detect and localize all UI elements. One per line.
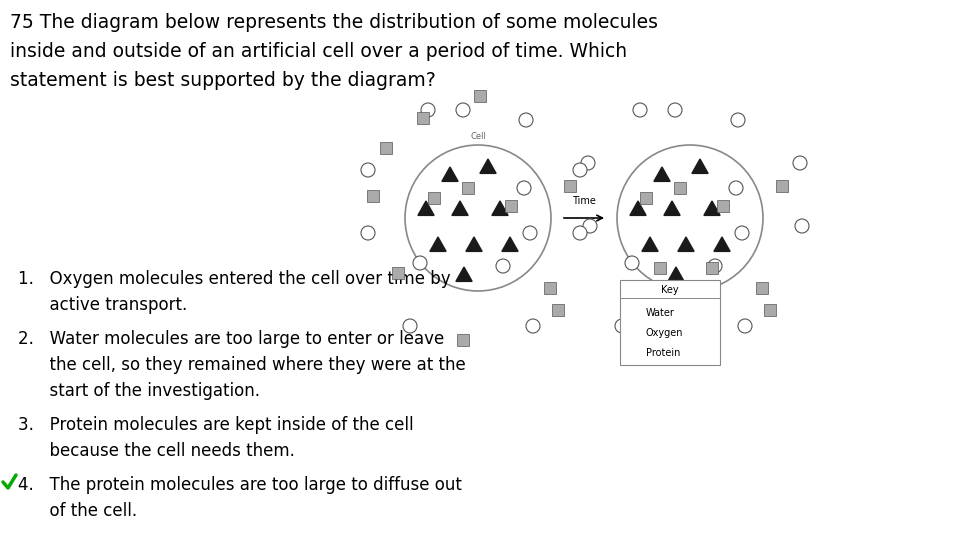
Text: 1.   Oxygen molecules entered the cell over time by: 1. Oxygen molecules entered the cell ove… bbox=[18, 270, 450, 288]
Circle shape bbox=[583, 219, 597, 233]
Bar bbox=[392, 267, 404, 279]
Bar bbox=[474, 90, 486, 102]
Text: Cell: Cell bbox=[470, 132, 486, 141]
Circle shape bbox=[581, 156, 595, 170]
Text: 3.   Protein molecules are kept inside of the cell: 3. Protein molecules are kept inside of … bbox=[18, 416, 414, 434]
Text: of the cell.: of the cell. bbox=[18, 502, 137, 520]
Text: After: After bbox=[679, 316, 702, 326]
Text: 2.   Water molecules are too large to enter or leave: 2. Water molecules are too large to ente… bbox=[18, 330, 444, 348]
Bar bbox=[367, 190, 379, 202]
Circle shape bbox=[403, 319, 417, 333]
Polygon shape bbox=[678, 237, 694, 252]
Text: 75 The diagram below represents the distribution of some molecules: 75 The diagram below represents the dist… bbox=[10, 13, 658, 32]
Polygon shape bbox=[466, 237, 482, 252]
Bar bbox=[428, 192, 440, 204]
Circle shape bbox=[421, 103, 435, 117]
Polygon shape bbox=[480, 159, 496, 173]
Polygon shape bbox=[630, 201, 646, 215]
Polygon shape bbox=[492, 201, 508, 215]
Bar bbox=[640, 192, 652, 204]
Circle shape bbox=[456, 103, 470, 117]
Bar bbox=[717, 200, 729, 212]
Circle shape bbox=[361, 226, 375, 240]
Circle shape bbox=[573, 226, 587, 240]
Bar bbox=[620, 280, 720, 365]
Circle shape bbox=[735, 226, 749, 240]
Circle shape bbox=[361, 163, 375, 177]
Text: the cell, so they remained where they were at the: the cell, so they remained where they we… bbox=[18, 356, 466, 374]
Circle shape bbox=[731, 113, 745, 127]
Circle shape bbox=[668, 103, 682, 117]
Bar bbox=[628, 327, 640, 339]
Polygon shape bbox=[430, 237, 446, 252]
Text: 4.   The protein molecules are too large to diffuse out: 4. The protein molecules are too large t… bbox=[18, 476, 462, 494]
Circle shape bbox=[413, 256, 427, 270]
Polygon shape bbox=[664, 201, 680, 215]
Circle shape bbox=[793, 156, 807, 170]
Text: Water: Water bbox=[646, 308, 675, 318]
Bar bbox=[462, 182, 474, 194]
Polygon shape bbox=[642, 237, 659, 252]
Bar bbox=[552, 304, 564, 316]
Circle shape bbox=[519, 113, 533, 127]
Polygon shape bbox=[502, 237, 518, 252]
Text: Oxygen: Oxygen bbox=[646, 328, 684, 338]
Polygon shape bbox=[456, 267, 472, 281]
Text: active transport.: active transport. bbox=[18, 296, 187, 314]
Text: statement is best supported by the diagram?: statement is best supported by the diagr… bbox=[10, 71, 436, 90]
Bar bbox=[764, 304, 776, 316]
Bar bbox=[544, 282, 556, 294]
Bar bbox=[505, 200, 517, 212]
Polygon shape bbox=[704, 201, 720, 215]
Circle shape bbox=[573, 163, 587, 177]
Polygon shape bbox=[654, 167, 670, 181]
Bar bbox=[417, 112, 429, 124]
Circle shape bbox=[496, 259, 510, 273]
Circle shape bbox=[633, 103, 647, 117]
Circle shape bbox=[795, 219, 809, 233]
Polygon shape bbox=[714, 237, 731, 252]
Polygon shape bbox=[692, 159, 708, 173]
Bar bbox=[756, 282, 768, 294]
Bar bbox=[669, 334, 681, 346]
Bar bbox=[380, 142, 392, 154]
Text: start of the investigation.: start of the investigation. bbox=[18, 382, 260, 400]
Text: Key: Key bbox=[661, 285, 679, 295]
Polygon shape bbox=[628, 346, 640, 357]
Circle shape bbox=[526, 319, 540, 333]
Text: Protein: Protein bbox=[646, 348, 681, 358]
Circle shape bbox=[523, 226, 537, 240]
Circle shape bbox=[615, 319, 629, 333]
Bar bbox=[654, 262, 666, 274]
Circle shape bbox=[628, 307, 640, 319]
Polygon shape bbox=[668, 267, 684, 281]
Polygon shape bbox=[452, 201, 468, 215]
Bar bbox=[706, 262, 718, 274]
Circle shape bbox=[625, 256, 639, 270]
Circle shape bbox=[517, 181, 531, 195]
Polygon shape bbox=[418, 201, 434, 215]
Polygon shape bbox=[442, 167, 458, 181]
Bar bbox=[457, 334, 469, 346]
Text: because the cell needs them.: because the cell needs them. bbox=[18, 442, 295, 460]
Circle shape bbox=[738, 319, 752, 333]
Bar bbox=[564, 180, 576, 192]
Circle shape bbox=[729, 181, 743, 195]
Bar bbox=[776, 180, 788, 192]
Text: Time: Time bbox=[572, 196, 596, 206]
Text: inside and outside of an artificial cell over a period of time. Which: inside and outside of an artificial cell… bbox=[10, 42, 627, 61]
Bar bbox=[674, 182, 686, 194]
Circle shape bbox=[708, 259, 722, 273]
